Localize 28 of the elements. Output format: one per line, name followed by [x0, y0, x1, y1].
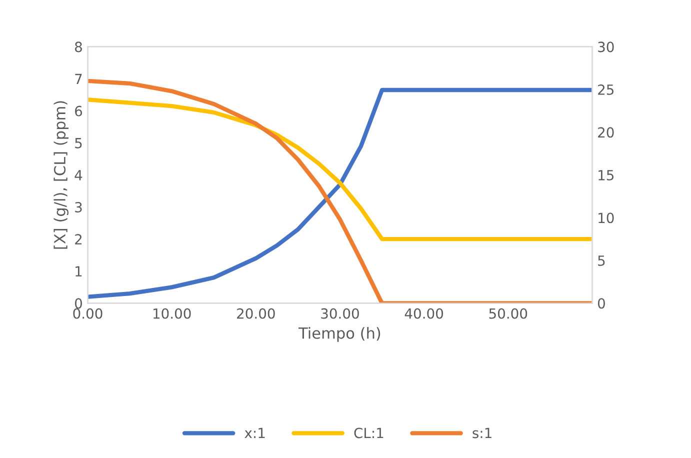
x-tick-label: 40.00 — [404, 308, 443, 319]
y2-tick-label: 30 — [598, 42, 614, 52]
y-tick-label: 7 — [75, 74, 82, 84]
legend-label: s:1 — [472, 428, 492, 438]
y2-tick-label: 5 — [598, 256, 605, 266]
x-tick-label: 0.00 — [73, 308, 102, 319]
x-tick-label: 20.00 — [237, 308, 275, 319]
y-tick-label: 2 — [75, 234, 82, 244]
x-tick-label: 30.00 — [321, 308, 359, 319]
y-tick-label: 8 — [75, 42, 82, 52]
y2-tick-label: 15 — [598, 170, 614, 180]
y2-tick-label: 10 — [598, 212, 614, 224]
x-tick-label: 10.00 — [153, 308, 191, 319]
y2-tick-label: 20 — [598, 127, 614, 138]
y-tick-label: 3 — [75, 202, 82, 212]
x-axis-title: Tiempo (h) — [298, 327, 380, 342]
y-tick-label: 4 — [74, 170, 82, 180]
line-series — [88, 98, 592, 242]
legend-label: x:1 — [244, 428, 265, 438]
y-tick-label: 6 — [75, 106, 82, 116]
x-tick-label: 50.00 — [489, 308, 528, 319]
y-tick-label: 0 — [74, 298, 82, 309]
legend-label: CL:1 — [354, 428, 384, 438]
y-tick-label: 5 — [75, 138, 82, 148]
y2-tick-label: 25 — [598, 84, 614, 95]
y-axis-title: [X] (g/l), [CL] (ppm) — [54, 101, 69, 249]
y-tick-label: 1 — [76, 266, 82, 276]
y2-tick-label: 0 — [598, 298, 605, 309]
